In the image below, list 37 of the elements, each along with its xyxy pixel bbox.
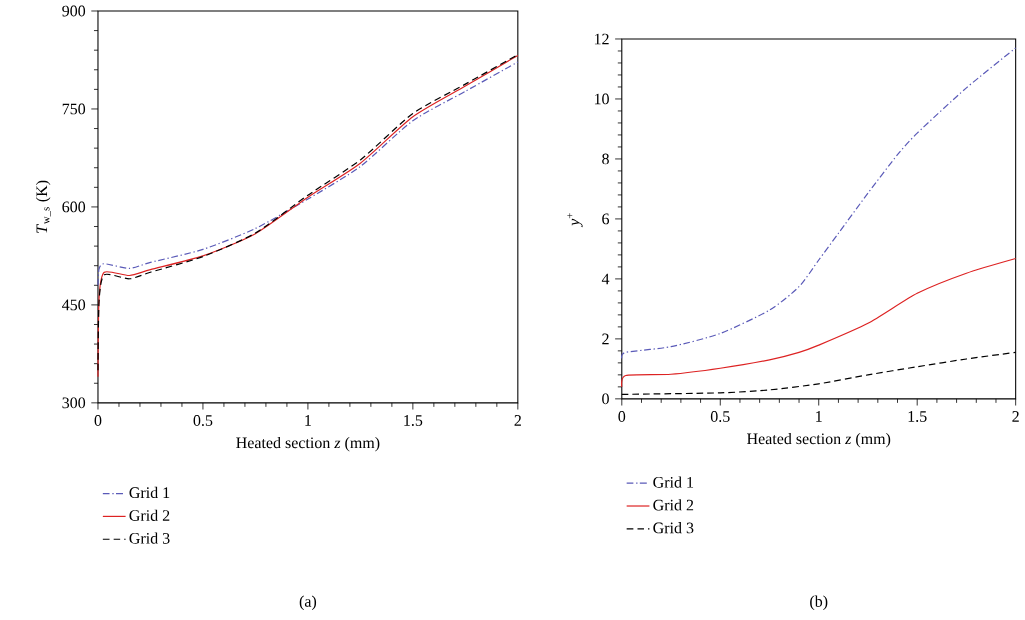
x-axis-title: Heated section z (mm) xyxy=(236,437,380,452)
y-axis-title: y$^{+}$ xyxy=(567,213,583,228)
x-tick-label: 1 xyxy=(816,411,822,422)
x-tick-label: 0 xyxy=(94,415,102,427)
y-tick-label: 300 xyxy=(62,397,86,409)
y-axis-title: T$_{w_s}$ (K) xyxy=(35,180,51,233)
line-series xyxy=(621,258,1017,388)
x-tick-label: 0.5 xyxy=(710,411,730,423)
legend-label: Grid 1 xyxy=(129,486,170,499)
y-tick-label: 10 xyxy=(594,93,609,105)
y-tick-label: 0 xyxy=(602,393,609,405)
legend-label: Grid 1 xyxy=(653,476,694,488)
x-tick-label: 2 xyxy=(514,415,521,426)
line-series xyxy=(97,61,519,287)
y-tick-label: 8 xyxy=(602,153,609,165)
text: (a) xyxy=(299,595,317,611)
y-tick-label: 750 xyxy=(62,103,86,115)
x-tick-label: 1.5 xyxy=(908,411,927,423)
legend-label: Grid 2 xyxy=(129,509,170,522)
x-tick-label: 0 xyxy=(618,411,626,423)
y-tick-label: 12 xyxy=(594,33,609,45)
y-tick-label: 600 xyxy=(62,201,86,213)
y-tick-label: 4 xyxy=(601,273,610,285)
x-tick-label: 1.5 xyxy=(404,415,423,427)
y-tick-label: 2 xyxy=(602,333,609,345)
x-tick-label: 0.5 xyxy=(193,415,213,427)
x-tick-label: 2 xyxy=(1012,411,1019,422)
text: (b) xyxy=(810,595,828,611)
x-tick-label: 1 xyxy=(305,415,311,426)
line-series xyxy=(621,47,1017,360)
legend-label: Grid 3 xyxy=(653,522,694,534)
legend-label: Grid 3 xyxy=(129,532,170,544)
x-axis-title: Heated section z (mm) xyxy=(747,433,891,448)
y-tick-label: 900 xyxy=(62,5,86,17)
legend-label: Grid 2 xyxy=(653,499,694,511)
y-tick-label: 450 xyxy=(62,299,86,311)
y-tick-label: 6 xyxy=(602,213,610,225)
